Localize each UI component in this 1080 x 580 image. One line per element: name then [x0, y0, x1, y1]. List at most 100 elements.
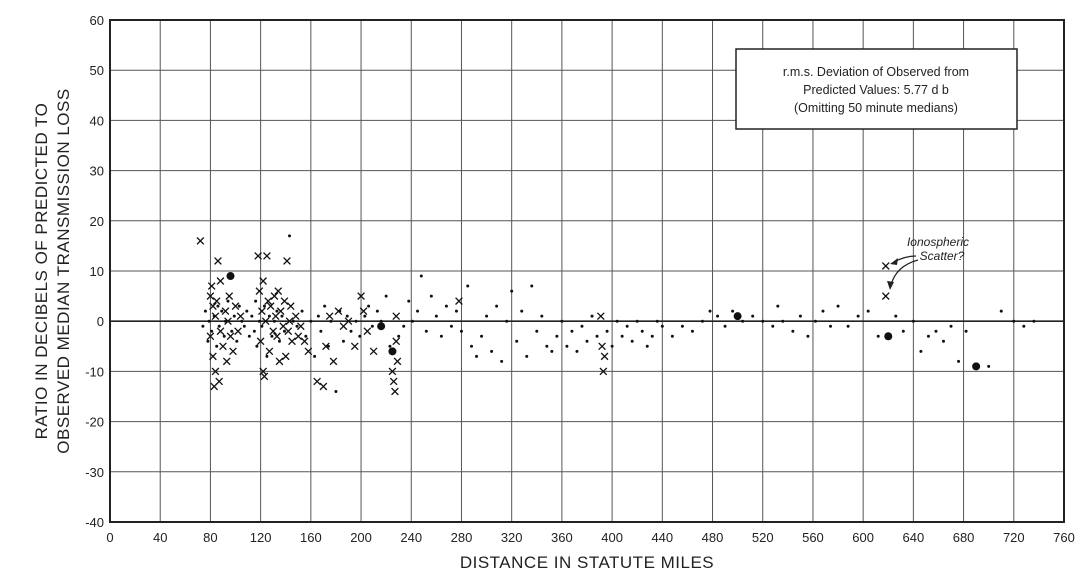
y-tick-labels: 60 50 40 30 20 10 0 -10 -20 -30 -40 — [85, 13, 104, 530]
plot-frame — [109, 19, 1065, 523]
point-dot — [836, 304, 840, 308]
point-dot — [934, 329, 938, 333]
point-x-marker — [300, 337, 309, 346]
annotation-line2: Scatter? — [920, 249, 965, 263]
point-x-marker — [276, 307, 285, 316]
point-large-dot — [388, 347, 397, 356]
point-x-marker — [598, 342, 606, 351]
point-x-marker — [280, 297, 289, 305]
point-dot — [363, 314, 367, 318]
point-dot — [444, 304, 448, 308]
point-x-marker — [219, 342, 227, 351]
point-x-marker — [596, 312, 605, 321]
point-dot — [480, 334, 484, 338]
point-dot — [495, 304, 499, 308]
point-x-marker — [225, 292, 234, 300]
point-x-marker — [392, 312, 401, 321]
point-dot — [449, 324, 453, 328]
point-dot — [1022, 324, 1026, 328]
point-x-marker — [389, 377, 398, 386]
point-dot — [326, 344, 330, 348]
point-dot — [411, 319, 415, 323]
point-x-marker — [255, 287, 264, 295]
point-dot — [690, 329, 694, 333]
y-tick-label: -20 — [85, 415, 104, 430]
point-dot — [367, 304, 371, 308]
point-x-marker — [296, 322, 305, 331]
rms-note-line2: Predicted Values: 5.77 d b — [803, 83, 949, 97]
point-x-marker — [329, 357, 338, 366]
point-dot — [370, 324, 374, 328]
x-tick-label: 480 — [702, 530, 724, 545]
point-dot — [866, 309, 870, 313]
y-axis-label-line2: OBSERVED MEDIAN TRANSMISSION LOSS — [54, 88, 73, 453]
point-x-marker — [264, 297, 273, 305]
point-dot — [585, 339, 589, 343]
point-x-marker — [269, 327, 278, 336]
point-dot — [454, 309, 458, 313]
point-large-dot — [884, 332, 893, 341]
point-x-marker — [392, 337, 401, 346]
point-dot — [354, 319, 358, 323]
rms-note-line1: r.m.s. Deviation of Observed from — [783, 65, 969, 79]
point-dot — [257, 319, 261, 323]
point-x-marker — [391, 387, 399, 396]
point-dot — [237, 304, 241, 308]
point-dot — [203, 309, 207, 313]
point-dot — [459, 329, 463, 333]
point-dot — [265, 354, 269, 358]
point-x-marker — [325, 312, 334, 321]
point-dot — [941, 339, 945, 343]
point-large-dot — [377, 322, 386, 331]
point-x-marker — [270, 292, 279, 300]
point-dot — [771, 324, 775, 328]
point-dot — [334, 389, 338, 393]
point-dot — [319, 329, 323, 333]
point-dot — [919, 349, 923, 353]
point-dot — [201, 324, 205, 328]
point-x-marker — [881, 292, 890, 300]
y-tick-label: 50 — [90, 63, 104, 78]
x-tick-label: 280 — [451, 530, 473, 545]
rms-note-frame — [735, 48, 1018, 130]
point-dot — [379, 319, 383, 323]
point-dot — [590, 314, 594, 318]
point-x-marker — [221, 307, 230, 316]
point-dot — [388, 344, 392, 348]
point-x-marker — [261, 317, 270, 326]
point-x-marker — [211, 367, 220, 376]
point-x-marker — [207, 282, 216, 290]
y-tick-label: -30 — [85, 465, 104, 480]
point-dot — [731, 309, 735, 313]
point-dot — [1012, 319, 1016, 323]
point-dot — [630, 339, 634, 343]
x-tick-label: 520 — [752, 530, 774, 545]
point-dot — [434, 314, 438, 318]
point-dot — [272, 319, 276, 323]
point-x-marker — [214, 257, 222, 265]
x-tick-label: 560 — [802, 530, 824, 545]
point-dot — [288, 234, 292, 238]
point-dot — [964, 329, 968, 333]
point-x-marker — [369, 347, 378, 356]
point-dot — [275, 309, 279, 313]
point-dot — [313, 354, 317, 358]
point-dot — [846, 324, 850, 328]
point-dot — [262, 304, 266, 308]
point-dot — [580, 324, 584, 328]
point-x-marker — [275, 357, 284, 366]
point-dot — [876, 334, 880, 338]
x-tick-label: 760 — [1053, 530, 1075, 545]
point-dot — [716, 314, 720, 318]
point-dot — [615, 319, 619, 323]
x-tick-label: 0 — [106, 530, 113, 545]
point-large-dot — [733, 312, 742, 321]
point-dot — [987, 364, 991, 368]
point-dot — [560, 319, 564, 323]
point-dot — [575, 349, 579, 353]
point-dot — [252, 329, 256, 333]
point-x-marker — [206, 332, 215, 341]
point-dot — [254, 299, 258, 303]
point-x-marker — [258, 307, 266, 316]
